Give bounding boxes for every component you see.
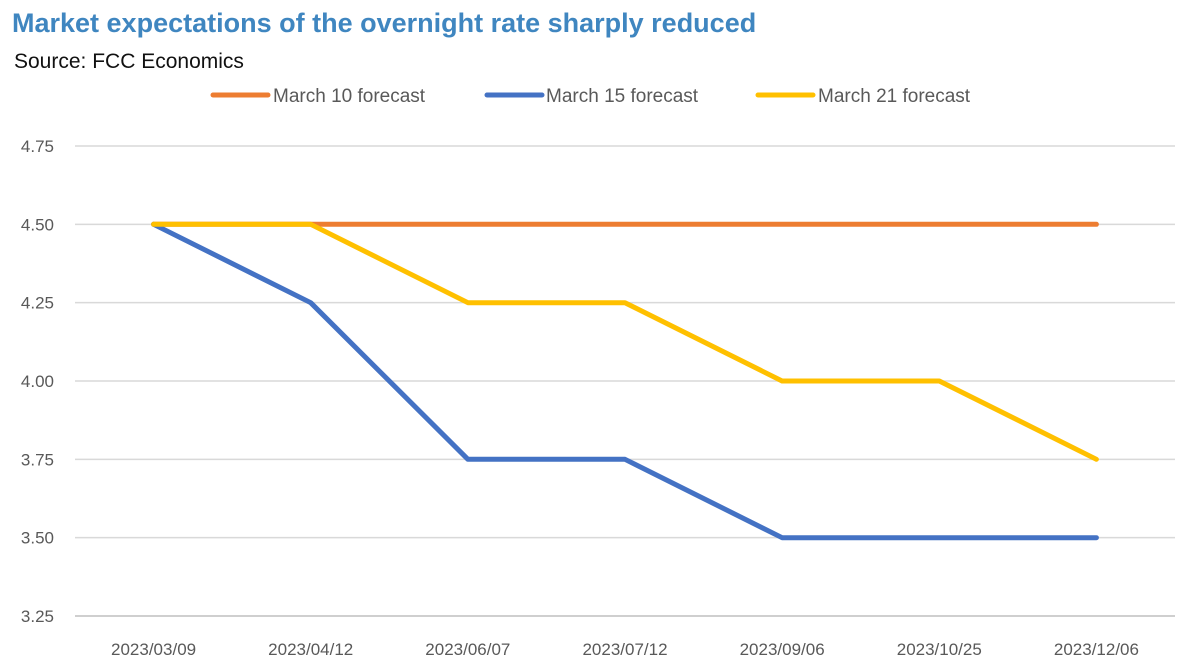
x-tick-label: 2023/12/06: [1054, 640, 1139, 659]
gridlines: [75, 145, 1175, 617]
series-group: [151, 221, 1099, 541]
series-line-3: [151, 221, 1099, 462]
y-tick-label: 4.75: [21, 137, 54, 156]
legend-item: March 21 forecast: [755, 86, 971, 107]
legend-item: March 10 forecast: [210, 86, 426, 107]
y-axis: 3.25 3.50 3.75 4.00 4.25 4.50 4.75: [21, 137, 54, 626]
legend-label: March 21 forecast: [818, 86, 971, 107]
legend-label: March 15 forecast: [546, 86, 699, 107]
x-tick-label: 2023/10/25: [897, 640, 982, 659]
y-tick-label: 4.00: [21, 372, 54, 391]
y-tick-label: 4.50: [21, 215, 54, 234]
series-line-2: [151, 221, 1099, 541]
x-tick-label: 2023/07/12: [582, 640, 667, 659]
y-tick-label: 3.50: [21, 529, 54, 548]
x-tick-label: 2023/03/09: [111, 640, 196, 659]
y-tick-label: 3.75: [21, 450, 54, 469]
y-tick-label: 3.25: [21, 607, 54, 626]
chart-title: Market expectations of the overnight rat…: [12, 8, 757, 38]
x-tick-label: 2023/06/07: [425, 640, 510, 659]
y-tick-label: 4.25: [21, 294, 54, 313]
chart-source: Source: FCC Economics: [14, 50, 244, 73]
x-axis: 2023/03/09 2023/04/12 2023/06/07 2023/07/12…: [111, 640, 1139, 659]
legend-label: March 10 forecast: [273, 86, 426, 107]
legend: March 10 forecast March 15 forecast March …: [210, 86, 971, 107]
x-tick-label: 2023/09/06: [740, 640, 825, 659]
legend-item: March 15 forecast: [484, 86, 699, 107]
x-tick-label: 2023/04/12: [268, 640, 353, 659]
